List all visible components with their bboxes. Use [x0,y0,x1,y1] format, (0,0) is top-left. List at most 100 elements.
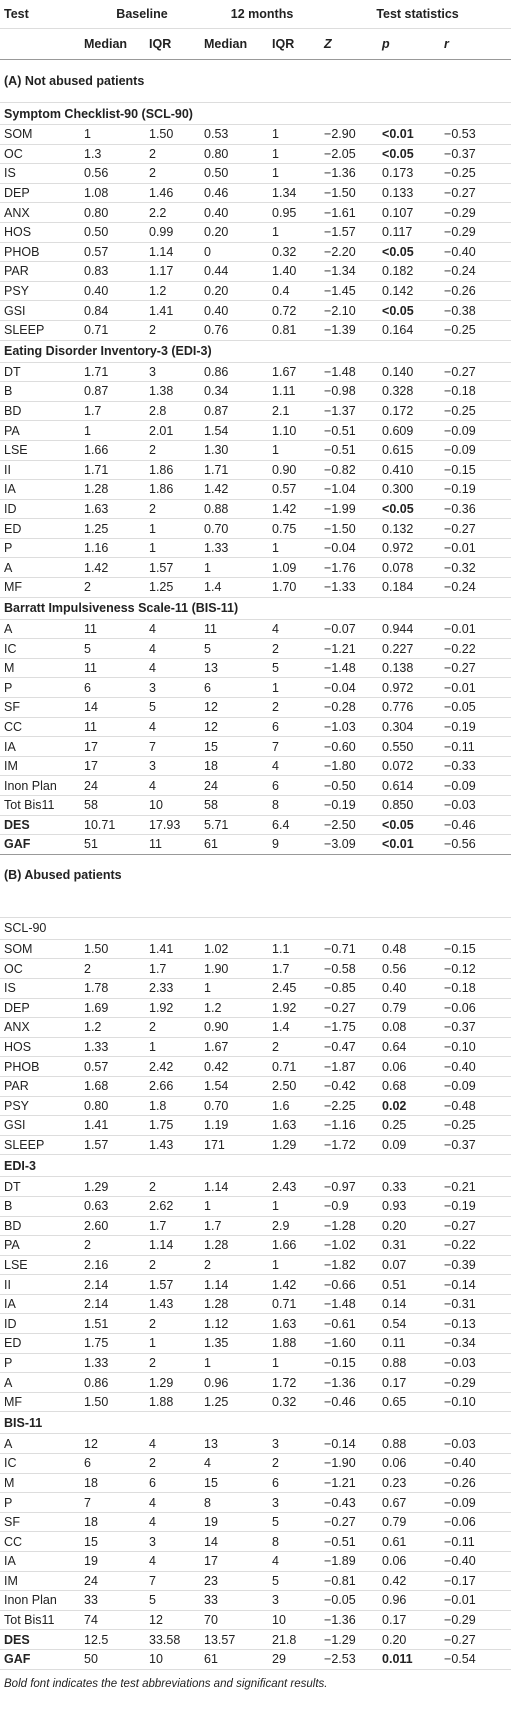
cell: 2.14 [80,1294,145,1315]
data-row: OC 1.3 2 0.80 1 −2.05 <0.05 −0.37 [0,144,511,165]
cell: 1.42 [200,479,269,500]
data-row: PSY 0.40 1.2 0.20 0.4 −1.45 0.142 −0.26 [0,281,511,302]
data-row: IM 17 3 18 4 −1.80 0.072 −0.33 [0,756,511,777]
cell: −2.25 [320,1096,379,1117]
cell: −0.51 [320,440,379,461]
cell: 1.2 [145,281,201,302]
data-row: A 12 4 13 3 −0.14 0.88 −0.03 [0,1433,511,1455]
header-cell: IQR [268,28,321,60]
row-label: SOM [0,939,80,960]
cell: −0.27 [320,998,379,1019]
cell: 1.33 [80,1037,145,1058]
cell: 0.95 [268,202,321,223]
header-cell: 12 months [200,0,321,29]
cell: 0.078 [378,557,441,579]
cell: 33.58 [145,1629,201,1650]
cell: −0.33 [440,756,511,777]
cell: −0.26 [440,1473,511,1494]
cell: 1.92 [268,998,321,1019]
cell: 1.29 [268,1135,321,1156]
row-label: A [0,619,80,640]
data-row: PHOB 0.57 2.42 0.42 0.71 −1.87 0.06 −0.40 [0,1056,511,1077]
cell: 1.86 [145,479,201,500]
cell: 1.90 [200,958,269,979]
cell: 1 [268,222,321,243]
cell: −0.22 [440,638,511,659]
cell: 29 [268,1649,321,1670]
cell: −1.28 [320,1216,379,1237]
cell: 17 [200,1551,269,1572]
cell: −0.09 [440,775,511,796]
cell: 1.11 [268,381,321,402]
cell: 1.7 [200,1216,269,1237]
header-cell: Median [80,28,145,60]
cell: 2.01 [145,420,201,441]
cell: −0.28 [320,697,379,718]
header-cell: Test [0,0,80,29]
cell: 2 [80,958,145,979]
cell: 3 [145,677,201,699]
row-label: PA [0,420,80,441]
cell: 1.71 [80,460,145,481]
row-label: IA [0,479,80,500]
cell: −2.50 [320,815,379,836]
cell: 0.133 [378,183,441,204]
cell: 4 [145,619,201,640]
cell: 14 [80,697,145,718]
cell: 6 [200,677,269,699]
cell: −0.12 [440,958,511,979]
cell: 2 [145,1017,201,1038]
cell: −0.43 [320,1492,379,1513]
cell: 4 [268,619,321,640]
cell: −0.42 [320,1076,379,1097]
row-label: DES [0,815,80,836]
cell: 2.66 [145,1076,201,1097]
cell: 0.138 [378,658,441,679]
cell: 0.184 [378,577,441,598]
cell: 0.17 [378,1610,441,1631]
section-row: (A) Not abused patients [0,59,511,103]
cell: 1.40 [268,261,321,282]
cell: 0.11 [378,1333,441,1354]
cell: −0.19 [440,479,511,500]
group-title: EDI-3 [0,1154,511,1178]
cell: 0.99 [145,222,201,243]
cell: −0.46 [440,815,511,836]
cell: −2.20 [320,242,379,263]
cell: 0.011 [378,1649,441,1670]
cell: 2 [145,1176,201,1197]
cell: −1.02 [320,1235,379,1256]
row-label: A [0,1433,80,1455]
cell: 1 [200,1353,269,1374]
cell: 0.48 [378,939,441,960]
cell: 1 [145,1037,201,1058]
cell: 0.90 [200,1017,269,1038]
row-label: BD [0,401,80,422]
cell: 2.9 [268,1216,321,1237]
cell: −0.39 [440,1255,511,1276]
cell: 11 [145,834,201,855]
cell: −0.27 [440,658,511,679]
cell: 0.20 [200,222,269,243]
cell: −0.34 [440,1333,511,1354]
cell: 2.16 [80,1255,145,1276]
data-row: IM 24 7 23 5 −0.81 0.42 −0.17 [0,1571,511,1592]
cell: 61 [200,1649,269,1670]
data-row: ED 1.25 1 0.70 0.75 −1.50 0.132 −0.27 [0,518,511,539]
cell: −0.21 [440,1176,511,1197]
cell: 3 [268,1433,321,1455]
cell: 11 [80,658,145,679]
cell: −1.61 [320,202,379,223]
cell: 12.5 [80,1629,145,1650]
cell: <0.01 [378,124,441,145]
cell: −1.89 [320,1551,379,1572]
cell: 0.173 [378,163,441,184]
cell: 18 [200,756,269,777]
row-label: P [0,677,80,699]
row-label: IS [0,163,80,184]
cell: 1 [80,420,145,441]
cell: <0.05 [378,499,441,520]
cell: 7 [268,736,321,757]
cell: 0.34 [200,381,269,402]
row-label: BD [0,1216,80,1237]
